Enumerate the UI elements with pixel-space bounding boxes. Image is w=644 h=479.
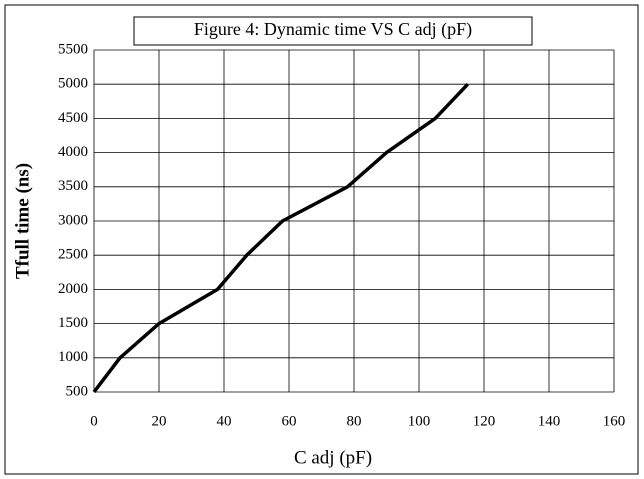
y-tick-label: 4000 xyxy=(58,144,88,160)
x-tick-label: 0 xyxy=(90,413,98,429)
x-tick-label: 100 xyxy=(408,413,431,429)
y-tick-label: 2500 xyxy=(58,247,88,263)
y-tick-label: 3000 xyxy=(58,212,88,228)
y-axis-label: Tfull time (ns) xyxy=(12,163,33,279)
chart-border xyxy=(4,4,639,475)
x-tick-label: 120 xyxy=(473,413,496,429)
x-axis-label: C adj (pF) xyxy=(294,447,372,468)
y-tick-label: 500 xyxy=(66,383,89,399)
y-tick-label: 5000 xyxy=(58,76,88,92)
title-box xyxy=(133,16,533,46)
x-tick-label: 80 xyxy=(347,413,362,429)
y-tick-label: 4500 xyxy=(58,110,88,126)
x-tick-label: 60 xyxy=(282,413,297,429)
y-tick-label: 1500 xyxy=(58,315,88,331)
y-tick-label: 1000 xyxy=(58,349,88,365)
x-tick-label: 20 xyxy=(152,413,167,429)
x-tick-label: 140 xyxy=(538,413,561,429)
y-tick-label: 2000 xyxy=(58,281,88,297)
chart-title: Figure 4: Dynamic time VS C adj (pF) xyxy=(194,19,472,40)
data-line xyxy=(92,82,470,394)
x-tick-label: 40 xyxy=(217,413,232,429)
y-tick-label: 5500 xyxy=(58,41,88,57)
x-tick-label: 160 xyxy=(603,413,626,429)
y-tick-label: 3500 xyxy=(58,178,88,194)
